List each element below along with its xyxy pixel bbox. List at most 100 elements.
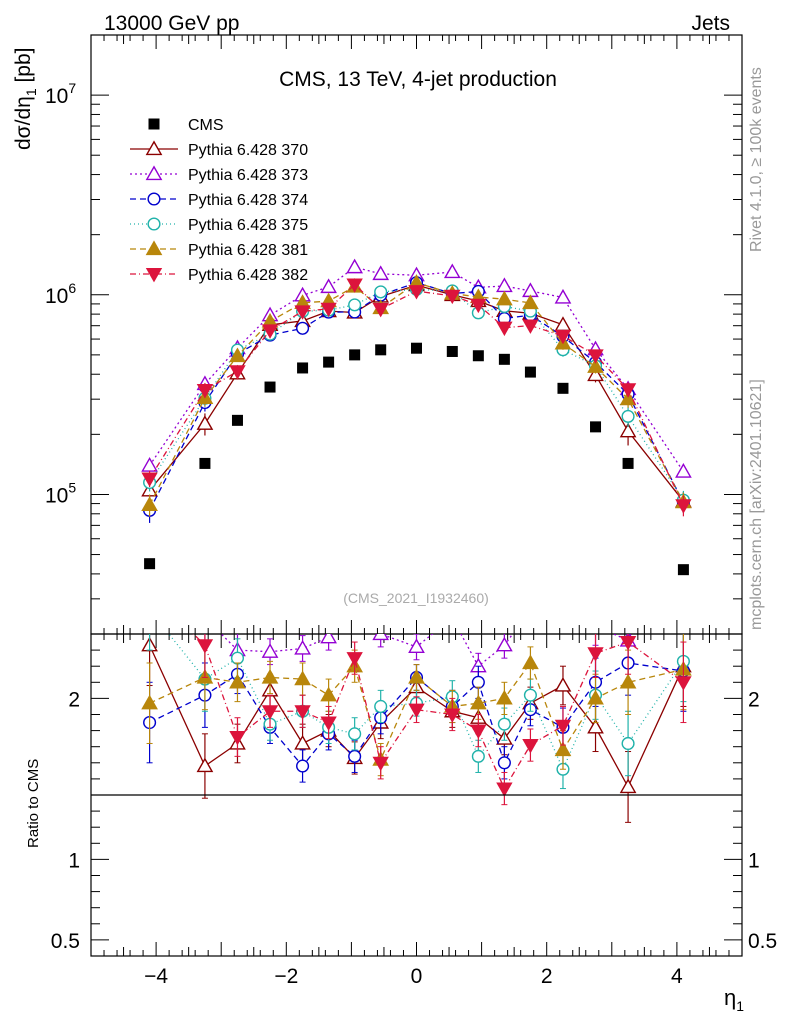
series-382-main-point (229, 365, 246, 380)
cms-data-point (590, 421, 602, 433)
ratio-y-axis-label: Ratio to CMS (25, 759, 42, 848)
ratio-panel: 0.5 0.5 1 1 2 2 (51, 554, 777, 957)
legend-label: CMS (188, 117, 224, 134)
series-370-ratio-point (587, 718, 604, 734)
series-381-ratio-point (469, 694, 487, 710)
legend-marker (147, 217, 161, 231)
x-tick-label: −2 (274, 965, 298, 988)
series-382-ratio-point (346, 652, 363, 667)
series-373-main-line (149, 266, 684, 472)
series-382-main-point (496, 321, 513, 337)
cms-data-point (472, 350, 484, 362)
y-tick-label: 105 (45, 479, 76, 507)
series-375-ratio-point (230, 651, 245, 665)
series-382-ratio-point (408, 703, 425, 719)
series-382-main-point (294, 305, 311, 320)
x-tick-label: −4 (144, 965, 168, 988)
series-375-ratio-point (348, 727, 362, 741)
series-381-ratio-point (408, 668, 425, 684)
legend-entry: Pythia 6.428 373 (130, 165, 308, 184)
legend-entry: Pythia 6.428 381 (130, 240, 308, 259)
series-381-ratio-point (554, 741, 572, 757)
series-381-ratio-point (261, 668, 279, 684)
series-382-main-point (444, 289, 461, 305)
series-373-ratio-point (588, 619, 602, 632)
ratio-y-tick-label-right: 0.5 (748, 930, 777, 953)
legend-label: Pythia 6.428 373 (188, 167, 308, 184)
cms-data-point (498, 353, 510, 365)
series-375-ratio-point (497, 717, 511, 731)
series-382-main-point (261, 324, 279, 339)
x-axis-label: η1 (724, 985, 744, 1014)
series-375-main-line (149, 288, 684, 501)
y-tick-label: 106 (45, 280, 76, 308)
legend-marker (145, 267, 163, 283)
legend-label: Pythia 6.428 381 (188, 242, 308, 259)
series-382-ratio-point (142, 585, 156, 598)
series-382-main-point (675, 499, 692, 514)
cms-data-point (264, 381, 276, 393)
series-382-ratio-point (196, 639, 214, 654)
series-381-main-point (587, 358, 604, 373)
series-373-main-point (141, 457, 158, 472)
x-tick-label: 4 (671, 965, 683, 988)
series-375-ratio-point (374, 699, 388, 714)
series-382-ratio-point (587, 647, 604, 662)
header-left: 13000 GeV pp (104, 12, 239, 35)
cms-data-point (446, 345, 458, 357)
series-374-main-point (296, 321, 310, 335)
y-axis-label: dσ/dη1 [pb] (12, 47, 39, 150)
series-382-main-point (522, 319, 539, 334)
ratio-y-tick-label: 2 (68, 688, 80, 711)
series-373-ratio-point (348, 571, 362, 584)
series-381-ratio-point (141, 694, 158, 710)
legend-marker (145, 140, 163, 156)
main-data-marks (141, 258, 692, 576)
series-382-ratio-point (554, 719, 572, 735)
series-373-ratio-point (556, 554, 570, 567)
legend-marker (148, 118, 160, 130)
series-381-main-point (522, 294, 539, 310)
cms-data-point (524, 366, 536, 378)
series-381-ratio-point (320, 686, 337, 702)
series-373-main-point (320, 278, 337, 294)
series-382-ratio-point (229, 730, 246, 746)
series-382-main-point (372, 303, 389, 318)
cms-data-point (144, 558, 156, 570)
series-381-ratio-point (619, 673, 637, 689)
cms-data-point (349, 349, 361, 361)
series-382-main-point (196, 384, 214, 399)
ratio-y-tick-label-right: 2 (748, 688, 760, 711)
header-right: Jets (691, 12, 730, 35)
ratio-y-tick-labels: 0.5 0.5 1 1 2 2 (51, 688, 777, 953)
series-382-ratio-point (496, 782, 513, 797)
series-382-ratio-point (320, 716, 337, 731)
series-373-main-point (346, 258, 364, 274)
series-375-ratio-point (523, 688, 537, 702)
series-382-main-point (320, 302, 337, 318)
series-373-main-point (675, 462, 692, 478)
legend-marker (147, 192, 161, 206)
cms-data-point (411, 342, 422, 354)
series-375-ratio-point (144, 604, 156, 616)
chart-title: CMS, 13 TeV, 4-jet production (279, 68, 557, 91)
series-370-main-line (149, 284, 684, 502)
series-370-main-point (619, 422, 637, 438)
series-373-ratio-point (198, 611, 212, 624)
series-373-main-point (554, 288, 572, 304)
series-382-main-point (141, 472, 158, 487)
legend-label: Pythia 6.428 370 (188, 142, 308, 159)
series-373-main-point (496, 277, 513, 293)
legend-marker (145, 240, 163, 256)
cms-data-point (231, 414, 243, 426)
series-382-ratio-point (444, 708, 461, 723)
legend-label: Pythia 6.428 375 (188, 217, 308, 234)
legend-entry: CMS (148, 117, 224, 134)
series-382-ratio-point (261, 705, 279, 720)
cms-data-point (557, 382, 569, 394)
series-375-ratio-point (621, 736, 635, 751)
series-375-main-point (374, 285, 388, 299)
series-375-ratio-point (471, 749, 485, 763)
